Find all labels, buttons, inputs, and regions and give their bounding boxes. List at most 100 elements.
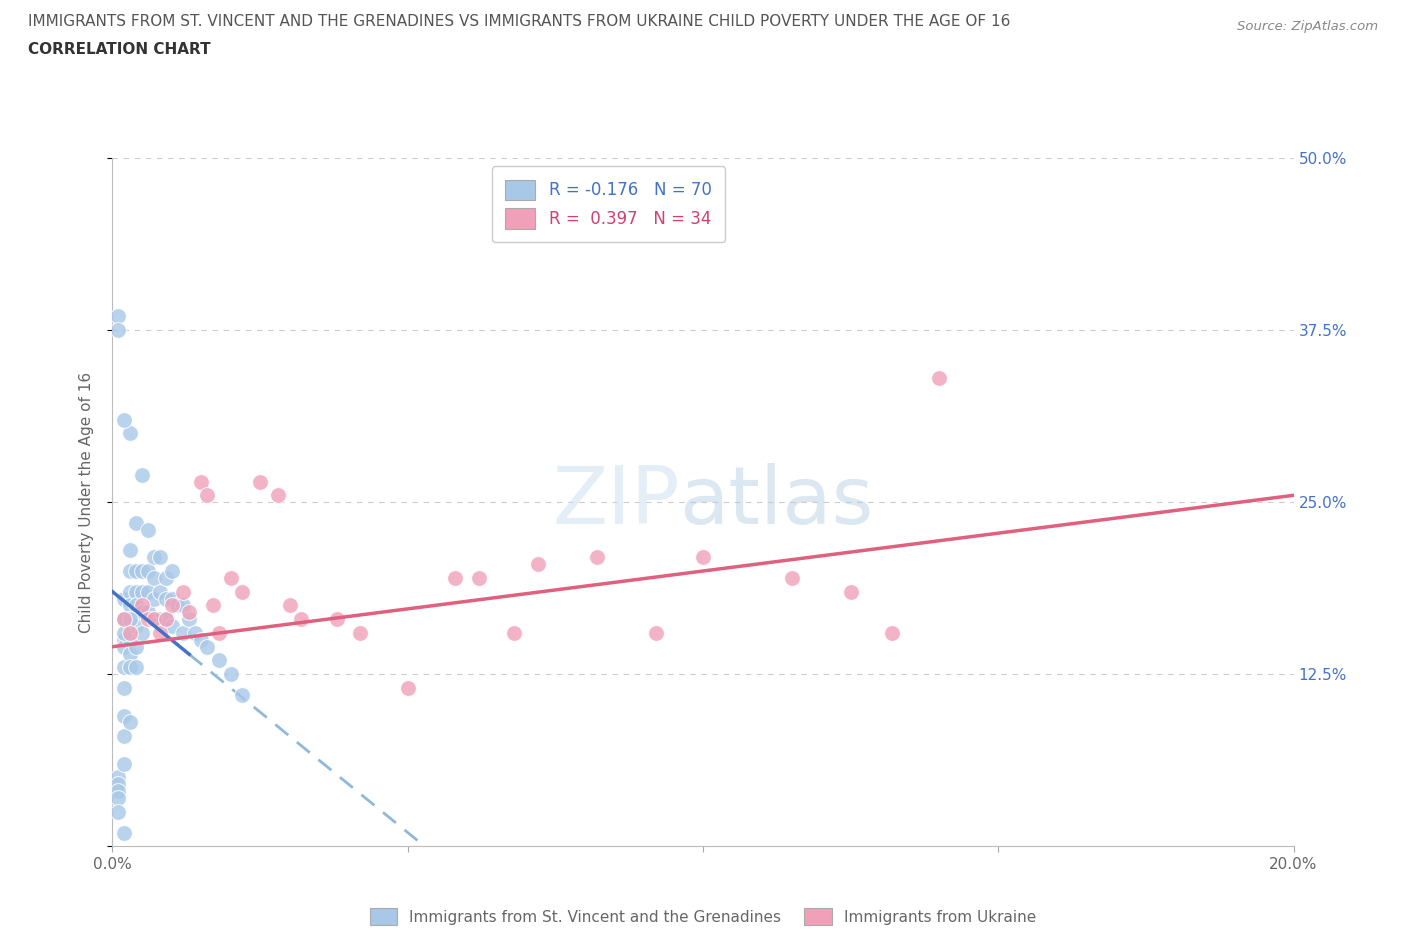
Point [160, 618, 183, 633]
Point [349, 626, 371, 641]
Point [195, 639, 218, 654]
Point [125, 618, 148, 633]
Point [112, 681, 135, 696]
Point [112, 756, 135, 771]
Point [142, 570, 165, 585]
Point [208, 653, 231, 668]
Point [928, 371, 950, 386]
Point [231, 687, 253, 702]
Point [166, 598, 188, 613]
Point [112, 639, 135, 654]
Point [160, 564, 183, 578]
Point [278, 598, 301, 613]
Point [160, 598, 183, 613]
Point [136, 523, 159, 538]
Point [136, 584, 159, 599]
Point [190, 632, 212, 647]
Text: ZIP: ZIP [553, 463, 679, 541]
Text: Source: ZipAtlas.com: Source: ZipAtlas.com [1237, 20, 1378, 33]
Point [112, 825, 135, 840]
Point [125, 660, 148, 675]
Point [780, 570, 803, 585]
Point [120, 632, 142, 647]
Point [107, 784, 129, 799]
Point [125, 598, 148, 613]
Point [208, 626, 231, 641]
Point [120, 646, 142, 661]
Point [136, 612, 159, 627]
Point [155, 591, 177, 606]
Point [267, 488, 290, 503]
Point [112, 412, 135, 427]
Point [125, 564, 148, 578]
Point [120, 598, 142, 613]
Point [149, 550, 172, 565]
Point [112, 660, 135, 675]
Point [179, 612, 201, 627]
Point [142, 550, 165, 565]
Point [149, 584, 172, 599]
Point [526, 557, 548, 572]
Point [172, 626, 194, 641]
Point [112, 612, 135, 627]
Point [112, 612, 135, 627]
Point [160, 591, 183, 606]
Point [149, 626, 172, 641]
Point [290, 612, 312, 627]
Point [125, 639, 148, 654]
Point [107, 309, 129, 324]
Point [120, 612, 142, 627]
Point [142, 591, 165, 606]
Point [107, 770, 129, 785]
Point [136, 564, 159, 578]
Point [112, 729, 135, 744]
Point [125, 584, 148, 599]
Point [120, 626, 142, 641]
Point [112, 626, 135, 641]
Point [120, 426, 142, 441]
Point [444, 570, 467, 585]
Point [125, 515, 148, 530]
Point [219, 667, 242, 682]
Text: IMMIGRANTS FROM ST. VINCENT AND THE GRENADINES VS IMMIGRANTS FROM UKRAINE CHILD : IMMIGRANTS FROM ST. VINCENT AND THE GREN… [28, 14, 1011, 29]
Point [120, 543, 142, 558]
Point [249, 474, 271, 489]
Point [219, 570, 242, 585]
Point [467, 570, 489, 585]
Point [136, 604, 159, 619]
Point [107, 790, 129, 805]
Point [839, 584, 862, 599]
Point [107, 804, 129, 819]
Point [179, 604, 201, 619]
Legend: Immigrants from St. Vincent and the Grenadines, Immigrants from Ukraine: Immigrants from St. Vincent and the Gren… [364, 902, 1042, 930]
Point [503, 626, 526, 641]
Point [131, 467, 153, 482]
Point [155, 612, 177, 627]
Point [120, 715, 142, 730]
Y-axis label: Child Poverty Under the Age of 16: Child Poverty Under the Age of 16 [79, 372, 94, 632]
Point [326, 612, 349, 627]
Point [120, 584, 142, 599]
Point [112, 708, 135, 723]
Point [396, 681, 419, 696]
Point [201, 598, 224, 613]
Point [172, 598, 194, 613]
Point [131, 598, 153, 613]
Point [149, 612, 172, 627]
Point [107, 777, 129, 791]
Point [155, 570, 177, 585]
Point [880, 626, 903, 641]
Point [142, 612, 165, 627]
Point [112, 632, 135, 647]
Point [120, 564, 142, 578]
Point [184, 626, 207, 641]
Point [692, 550, 714, 565]
Point [112, 612, 135, 627]
Point [131, 564, 153, 578]
Point [120, 612, 142, 627]
Point [107, 323, 129, 338]
Point [195, 488, 218, 503]
Point [155, 612, 177, 627]
Text: atlas: atlas [679, 463, 873, 541]
Point [142, 612, 165, 627]
